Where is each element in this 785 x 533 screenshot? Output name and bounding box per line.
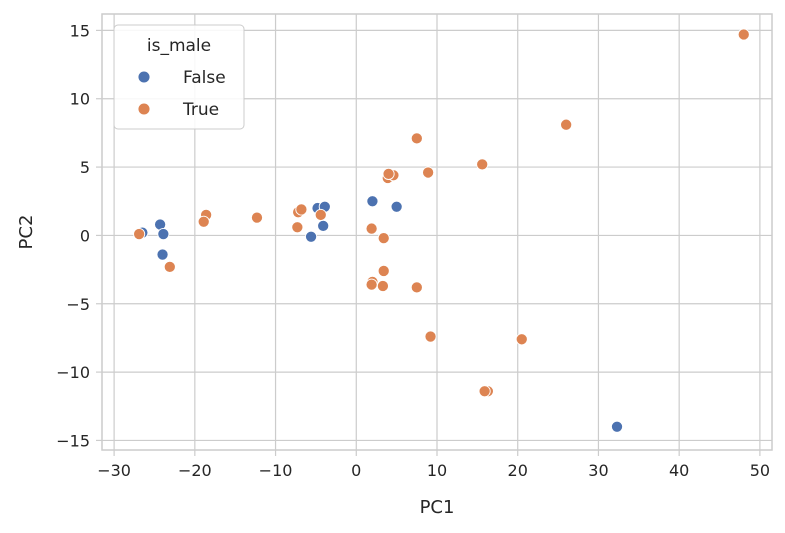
- y-tick-label: 15: [70, 21, 90, 40]
- scatter-point-false: [305, 230, 318, 243]
- legend-marker-false: [137, 70, 151, 84]
- x-tick-label: 10: [427, 461, 447, 480]
- scatter-point-false: [317, 219, 330, 232]
- plot-border: [101, 13, 773, 451]
- scatter-point-true: [291, 221, 304, 234]
- data-points: [133, 28, 750, 433]
- scatter-point-false: [156, 248, 169, 261]
- legend-items: False True: [137, 68, 226, 120]
- x-tick-label: 0: [351, 461, 361, 480]
- x-tick-label: 30: [588, 461, 608, 480]
- plot-frame: [101, 13, 773, 451]
- x-tick-label: 40: [669, 461, 689, 480]
- legend-marker-true: [137, 102, 151, 116]
- scatter-point-true: [410, 281, 423, 294]
- scatter-point-false: [610, 420, 624, 433]
- y-axis-label: PC2: [16, 215, 37, 250]
- scatter-point-true: [365, 222, 378, 235]
- x-axis-label: PC1: [420, 497, 455, 518]
- scatter-point-true: [133, 228, 146, 241]
- legend-box: [113, 24, 245, 130]
- scatter-point-true: [422, 166, 435, 179]
- y-tick-label: −15: [56, 431, 90, 450]
- x-tick-label: 20: [508, 461, 528, 480]
- x-tick-label: 50: [750, 461, 770, 480]
- scatter-point-false: [390, 200, 403, 213]
- scatter-point-true: [314, 208, 327, 221]
- scatter-point-true: [515, 333, 528, 346]
- scatter-point-true: [365, 278, 378, 291]
- y-tick-label: −5: [66, 295, 90, 314]
- scatter-point-true: [410, 132, 423, 145]
- y-tick-label: 0: [80, 226, 90, 245]
- y-tick-label: 10: [70, 90, 90, 109]
- legend-title: is_male: [147, 36, 211, 56]
- scatter-point-true: [295, 203, 308, 216]
- scatter-point-true: [197, 215, 210, 228]
- scatter-point-true: [250, 211, 264, 224]
- scatter-point-true: [560, 118, 573, 131]
- scatter-point-true: [478, 385, 491, 398]
- scatter-point-false: [157, 228, 170, 241]
- legend-label-false: False: [183, 68, 226, 88]
- scatter-point-true: [376, 279, 389, 293]
- scatter-point-true: [737, 28, 750, 41]
- scatter-point-true: [424, 330, 437, 343]
- y-tick-label: 5: [80, 158, 90, 177]
- scatter-point-true: [163, 260, 176, 273]
- y-tick-label: −10: [56, 363, 90, 382]
- legend-label-true: True: [182, 100, 219, 120]
- scatter-point-true: [377, 264, 390, 278]
- legend: is_male False True: [113, 24, 245, 130]
- scatter-point-true: [476, 158, 489, 171]
- scatter-point-true: [377, 232, 390, 245]
- scatter-point-false: [366, 195, 379, 208]
- tick-labels: −30 −20 −10 0 10 20 30 40 50 −15 −10 −5 0 5 10 15: [56, 21, 770, 480]
- x-tick-label: −10: [259, 461, 293, 480]
- x-tick-label: −20: [178, 461, 212, 480]
- scatter-point-true: [382, 167, 395, 180]
- x-tick-label: −30: [97, 461, 131, 480]
